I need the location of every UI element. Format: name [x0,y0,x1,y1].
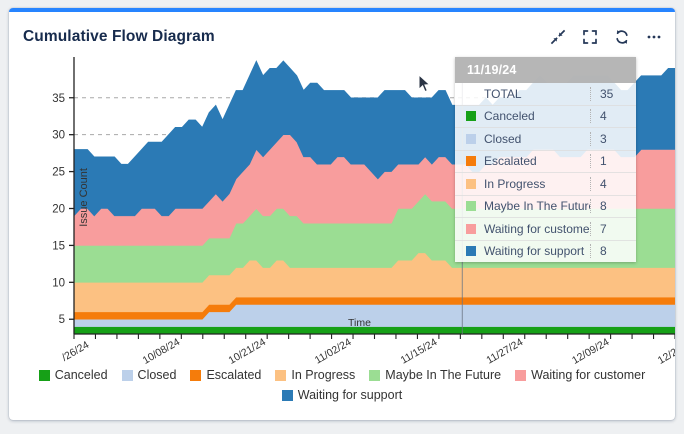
legend-label: In Progress [291,368,356,382]
legend-swatch [275,370,287,381]
legend-item[interactable]: Closed [121,366,177,385]
y-axis-tick-label: 5 [59,314,65,326]
page-title: Cumulative Flow Diagram [23,28,215,45]
x-axis-tick-label: /26/24 [60,339,91,364]
tooltip-series-value: 8 [590,244,636,259]
y-axis-tick-label: 35 [52,93,65,105]
tooltip-label-total: TOTAL [484,86,522,101]
fullscreen-icon[interactable] [581,28,599,46]
tooltip-series-value: 1 [590,154,636,169]
chart-legend: Canceled Closed Escalated In Progress Maybe … [9,366,675,406]
tooltip-value-total: 35 [590,86,636,101]
tooltip-series-label: In Progress [484,176,546,191]
tooltip-series-label: Canceled [484,109,535,124]
x-axis-tick-label: 10/08/24 [141,336,183,367]
legend-swatch [121,370,133,381]
x-axis-tick-label: 12/09/24 [570,336,612,367]
legend-label: Maybe In The Future [385,368,502,382]
legend-item[interactable]: Waiting for support [281,386,403,405]
legend-label: Canceled [54,368,108,382]
tooltip-series-swatch [466,111,476,122]
x-axis-title: Time [348,317,371,329]
tooltip-series-value: 8 [590,199,636,214]
legend-label: Escalated [206,368,262,382]
card-accent-bar [9,8,675,12]
x-axis-tick-label: 12/22/24 [656,336,675,367]
x-axis-tick-label: 10/21/24 [227,336,269,367]
legend-swatch [369,370,381,381]
tooltip-series-label: Maybe In The Future [484,199,590,214]
tooltip-series-value: 4 [590,109,636,124]
y-axis-title: Issue Count [78,168,90,227]
tooltip-row: Waiting for customer 7 [455,218,636,241]
tooltip-row-total: TOTAL 35 [455,83,636,106]
tooltip-series-value: 4 [590,176,636,191]
tooltip-row: Escalated 1 [455,151,636,173]
tooltip-row: Canceled 4 [455,106,636,128]
legend-label: Closed [137,368,177,382]
chart-tooltip: 11/19/24 TOTAL 35 Canceled 4 Closed 3 Escala… [455,57,636,262]
tooltip-swatch-total [466,89,476,99]
legend-row-primary: Canceled Closed Escalated In Progress Maybe … [9,366,675,386]
tooltip-rows: Canceled 4 Closed 3 Escalated 1 In Progress 4 Ma… [455,106,636,263]
tooltip-date: 11/19/24 [455,57,636,83]
y-axis-tick-label: 25 [52,167,65,179]
legend-label: Waiting for support [297,388,403,402]
tooltip-series-swatch [466,223,476,234]
tooltip-row: Maybe In The Future 8 [455,196,636,218]
x-axis-tick-label: 11/15/24 [399,336,440,367]
header-actions [549,28,663,46]
tooltip-series-swatch [466,201,476,212]
x-axis-tick-label: 11/02/24 [313,336,354,367]
tooltip-series-label: Escalated [484,154,537,169]
tooltip-series-label: Closed [484,131,522,146]
legend-item[interactable]: Canceled [38,366,108,385]
tooltip-series-value: 3 [590,131,636,146]
more-options-icon[interactable] [645,28,663,46]
y-axis-tick-label: 10 [52,277,65,289]
legend-label: Waiting for customer [531,368,646,382]
tooltip-series-label: Waiting for customer [484,221,590,236]
tooltip-series-swatch [466,178,476,189]
collapse-icon[interactable] [549,28,567,46]
legend-swatch [281,390,293,401]
tooltip-series-swatch [466,156,476,167]
x-axis-tick-label: 11/27/24 [484,336,525,367]
legend-swatch [38,370,50,381]
legend-item[interactable]: In Progress [275,366,355,385]
refresh-icon[interactable] [613,28,631,46]
tooltip-row: In Progress 4 [455,173,636,196]
tooltip-series-label: Waiting for support [484,244,585,259]
legend-swatch [515,370,527,381]
tooltip-row: Closed 3 [455,128,636,151]
y-axis-tick-label: 30 [52,130,65,142]
card-header: Cumulative Flow Diagram [9,12,675,54]
legend-row-secondary: Waiting for support [9,386,675,406]
legend-item[interactable]: Waiting for customer [515,366,645,385]
y-axis-tick-label: 15 [52,240,65,252]
tooltip-series-value: 7 [590,221,636,236]
legend-item[interactable]: Escalated [190,366,261,385]
tooltip-series-swatch [466,133,476,144]
legend-swatch [190,370,202,381]
legend-item[interactable]: Maybe In The Future [369,366,501,385]
y-axis-tick-label: 20 [52,204,65,216]
tooltip-row: Waiting for support 8 [455,241,636,263]
tooltip-series-swatch [466,246,476,257]
